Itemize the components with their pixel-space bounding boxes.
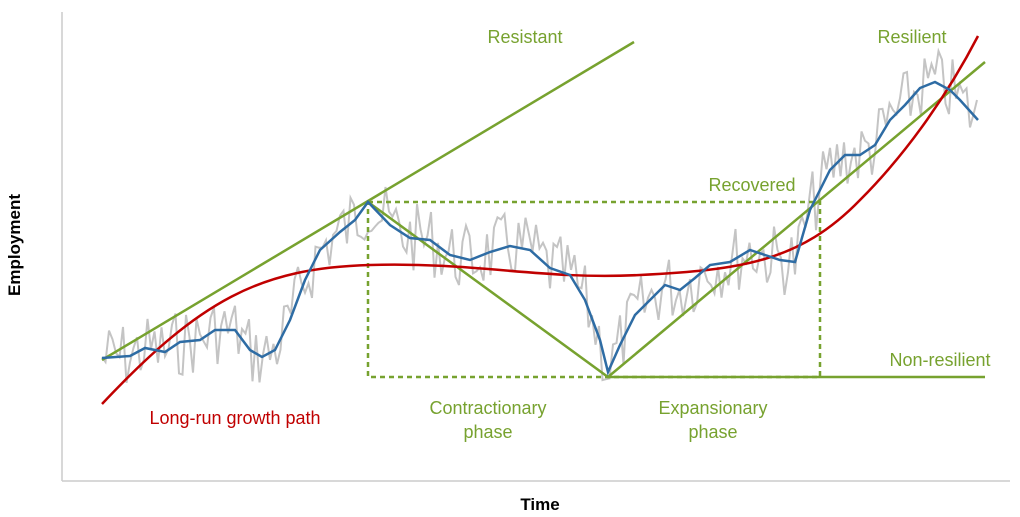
label: Recovered <box>708 175 795 195</box>
label: Non-resilient <box>889 350 990 370</box>
label: Resistant <box>487 27 562 47</box>
label: Long-run growth path <box>149 408 320 428</box>
raw-line <box>101 47 978 383</box>
x-axis-label: Time <box>520 495 559 514</box>
growth-path <box>101 35 980 405</box>
label: phase <box>463 422 512 442</box>
recovery-box <box>366 200 822 379</box>
y-axis-label: Employment <box>5 194 24 296</box>
smoothed-series <box>101 80 979 376</box>
label: Expansionary <box>658 398 767 418</box>
label: Contractionary <box>429 398 546 418</box>
raw-series <box>101 47 978 383</box>
label: Resilient <box>877 27 946 47</box>
label: phase <box>688 422 737 442</box>
